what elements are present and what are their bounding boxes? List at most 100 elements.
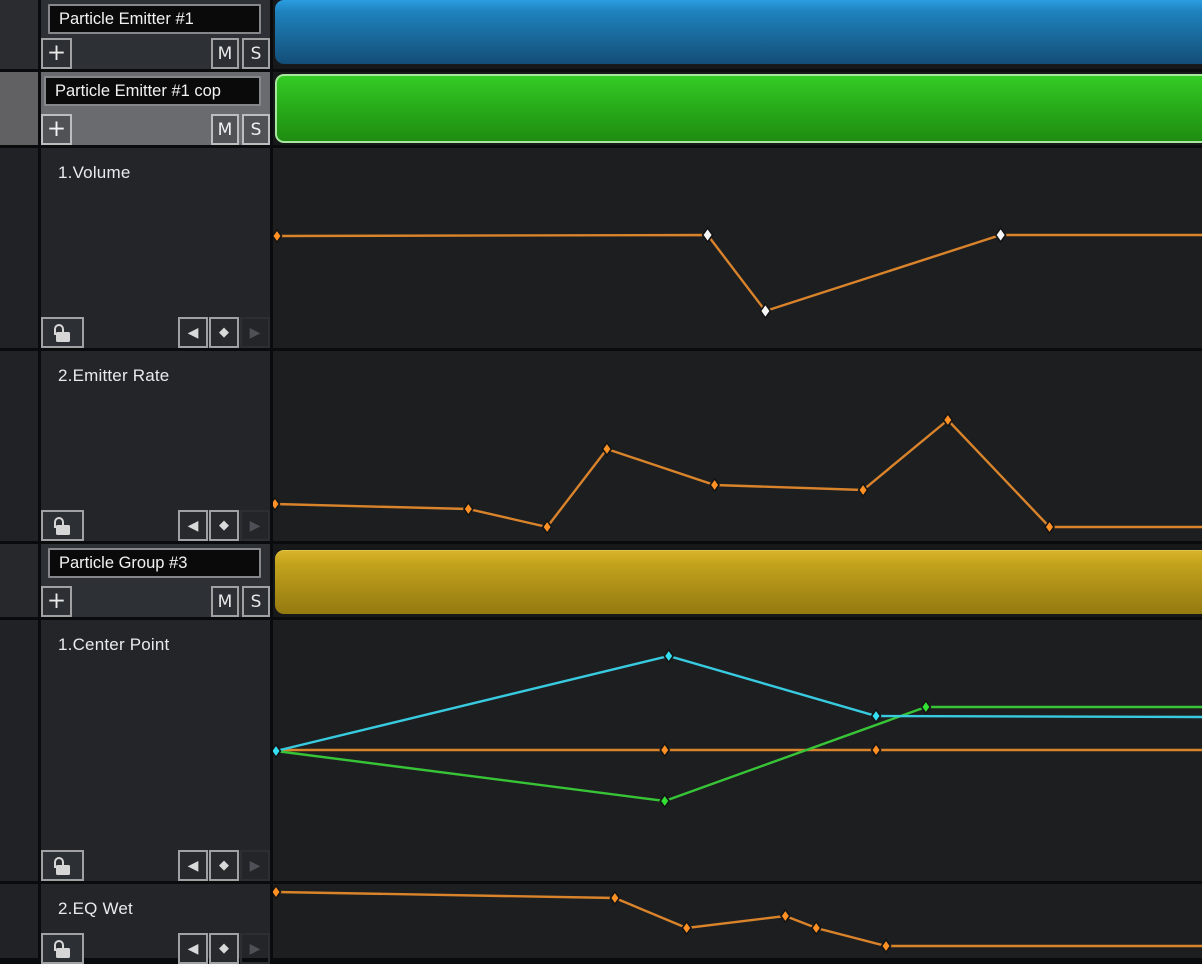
curve-line-orange[interactable] [275,890,1202,948]
keyframe-point[interactable] [681,920,693,936]
next-keyframe-button[interactable]: ▶ [240,850,270,881]
next-keyframe-button[interactable]: ▶ [240,510,270,541]
unlock-icon [54,939,71,958]
spacer [72,38,208,69]
keyframe-point[interactable] [1044,519,1055,535]
divider [270,148,273,348]
keyframe-point[interactable] [920,699,932,715]
spacer [72,586,208,617]
group-timeline[interactable] [273,72,1202,145]
curve-row-emitter-rate: 2.Emitter Rate ◀ ◆ ▶ [0,351,1202,544]
curve-line-orange[interactable] [276,233,1202,313]
lock-button[interactable] [41,933,84,964]
keyframe-point[interactable] [663,648,675,664]
next-keyframe-button[interactable]: ▶ [240,317,270,348]
keyframe-point[interactable] [273,743,282,759]
track-rail [0,351,38,541]
divider [270,72,273,145]
add-track-button[interactable]: + [41,586,72,617]
clip-bar-blue[interactable] [275,0,1202,64]
lock-button[interactable] [41,510,84,541]
keyframe-point[interactable] [870,708,882,724]
spacer [84,850,177,881]
lock-button[interactable] [41,850,84,881]
keyframe-point[interactable] [541,519,553,535]
curve-row-volume: 1.Volume ◀ ◆ ▶ [0,148,1202,351]
curve-svg [273,884,1202,954]
group-header-selected: + M S [41,72,270,145]
solo-button[interactable]: S [242,586,270,617]
group-timeline[interactable] [273,544,1202,617]
group-name-input[interactable] [48,548,261,578]
keyframe-point[interactable] [659,793,671,809]
curve-line-green[interactable] [275,705,1202,803]
insert-keyframe-button[interactable]: ◆ [209,510,239,541]
keyframe-point[interactable] [857,482,869,498]
group-name-input[interactable] [48,4,261,34]
keyframe-point[interactable] [870,742,882,758]
keyframe-point[interactable] [601,441,613,457]
keyframe-point[interactable] [659,742,671,758]
spacer [84,933,177,964]
keyframe-point[interactable] [609,890,621,906]
divider [270,544,273,617]
prev-keyframe-button[interactable]: ◀ [178,510,208,541]
curve-header: 2.EQ Wet ◀ ◆ ▶ [41,884,270,964]
track-controls: ◀ ◆ ▶ [41,850,270,881]
mute-button[interactable]: M [211,38,239,69]
prev-keyframe-button[interactable]: ◀ [178,850,208,881]
solo-button[interactable]: S [242,114,270,145]
divider [270,884,273,958]
keyframe-point[interactable] [709,477,721,493]
curve-canvas[interactable] [273,884,1202,958]
insert-keyframe-button[interactable]: ◆ [209,317,239,348]
prev-keyframe-button[interactable]: ◀ [178,933,208,964]
group-name-input[interactable] [44,76,261,106]
curve-svg [273,226,1202,320]
unlock-icon [54,323,71,342]
keyframe-selected[interactable] [701,226,714,244]
curve-line-orange[interactable] [274,418,1202,529]
track-label: 2.EQ Wet [58,899,133,918]
keyframe-point[interactable] [880,938,892,954]
keyframe-point[interactable] [810,920,822,936]
divider [270,351,273,541]
track-label: 2.Emitter Rate [58,366,170,385]
curve-canvas[interactable] [273,620,1202,881]
prev-keyframe-button[interactable]: ◀ [178,317,208,348]
curve-header: 2.Emitter Rate ◀ ◆ ▶ [41,351,270,541]
mute-button[interactable]: M [211,114,239,145]
lock-button[interactable] [41,317,84,348]
keyframe-point[interactable] [942,412,954,428]
keyframe-selected[interactable] [759,302,772,320]
add-track-button[interactable]: + [41,38,72,69]
group-timeline[interactable] [273,0,1202,69]
unlock-icon [54,856,71,875]
curve-header: 1.Center Point ◀ ◆ ▶ [41,620,270,881]
insert-keyframe-button[interactable]: ◆ [209,933,239,964]
keyframe-point[interactable] [779,908,791,924]
clip-bar-green[interactable] [275,74,1202,143]
divider [38,72,41,145]
curve-line-cyan[interactable] [275,654,1202,753]
next-keyframe-button[interactable]: ▶ [240,933,270,964]
curve-row-center-point: 1.Center Point ◀ ◆ ▶ [0,620,1202,884]
add-track-button[interactable]: + [41,114,72,145]
clip-bar-yellow[interactable] [275,550,1202,614]
divider [38,544,41,617]
group-row-particle-group-3: + M S [0,544,1202,620]
curve-canvas[interactable] [273,351,1202,541]
curve-canvas[interactable] [273,148,1202,348]
keyframe-selected[interactable] [994,226,1007,244]
mute-button[interactable]: M [211,586,239,617]
group-header: + M S [41,0,270,69]
keyframe-point[interactable] [273,884,282,900]
solo-button[interactable]: S [242,38,270,69]
curve-row-eq-wet: 2.EQ Wet ◀ ◆ ▶ [0,884,1202,964]
group-controls: + M S [41,38,270,69]
spacer [72,114,208,145]
insert-keyframe-button[interactable]: ◆ [209,850,239,881]
keyframe-point[interactable] [462,501,474,517]
keyframe-point[interactable] [273,496,281,512]
keyframe-point[interactable] [273,228,283,244]
